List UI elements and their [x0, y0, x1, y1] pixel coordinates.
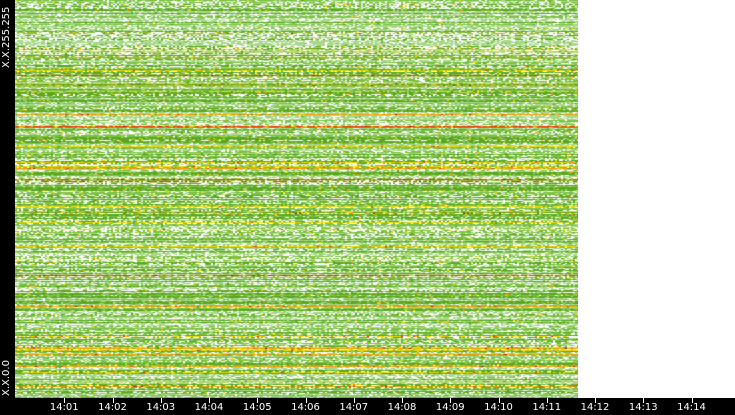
- x-tick: [353, 398, 355, 403]
- x-tick-label: 14:01: [49, 402, 79, 413]
- x-tick-label: 14:09: [435, 402, 465, 413]
- x-tick-label: 14:04: [194, 402, 224, 413]
- x-tick-label: 14:14: [677, 402, 706, 413]
- x-tick: [595, 398, 596, 403]
- x-tick-label: 14:03: [146, 402, 176, 413]
- x-tick-label: 14:10: [484, 402, 513, 413]
- x-tick: [209, 398, 210, 403]
- y-label-top: X.X.255.255: [1, 6, 12, 68]
- heatmap-canvas: [15, 0, 578, 398]
- x-tick-label: 14:02: [98, 402, 127, 413]
- x-tick: [450, 398, 452, 403]
- x-tick: [643, 398, 645, 403]
- y-axis: [0, 0, 15, 415]
- x-tick: [160, 398, 162, 403]
- x-tick: [498, 398, 500, 403]
- x-tick-label: 14:13: [628, 402, 658, 413]
- x-tick: [402, 398, 403, 403]
- x-tick: [691, 398, 693, 403]
- x-tick-label: 14:08: [387, 402, 417, 413]
- x-tick-label: 14:05: [242, 402, 272, 413]
- x-axis: [0, 398, 735, 415]
- x-tick: [112, 398, 114, 403]
- x-tick-label: 14:07: [339, 402, 369, 413]
- x-tick-label: 14:12: [580, 402, 610, 413]
- x-tick-label: 14:11: [532, 402, 562, 413]
- x-tick: [257, 398, 259, 403]
- x-tick: [64, 398, 66, 403]
- x-tick: [305, 398, 307, 403]
- x-tick-label: 14:06: [291, 402, 320, 413]
- x-tick: [546, 398, 548, 403]
- y-label-bottom: X.X.0.0: [1, 360, 12, 396]
